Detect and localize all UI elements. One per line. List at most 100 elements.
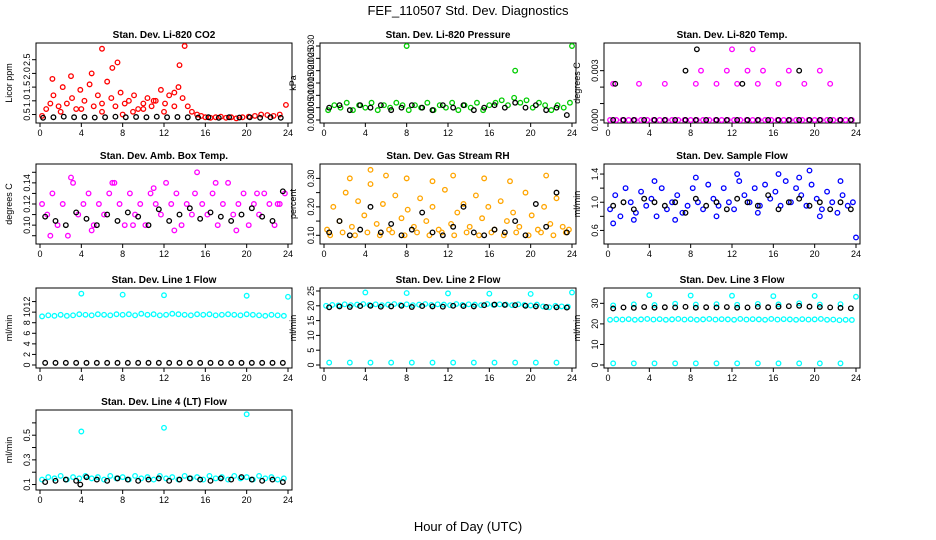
data-point-cyan bbox=[630, 360, 637, 367]
data-point-black bbox=[672, 199, 679, 206]
data-point-black bbox=[501, 301, 508, 308]
data-point-cyan bbox=[672, 300, 679, 307]
data-point-black bbox=[145, 359, 152, 366]
data-point-magenta bbox=[760, 67, 766, 74]
data-point-black bbox=[806, 117, 813, 123]
data-point-cyan bbox=[88, 312, 95, 319]
data-point-black bbox=[610, 117, 617, 123]
data-point-black bbox=[460, 303, 467, 310]
data-point-blue bbox=[679, 209, 686, 216]
data-point-blue bbox=[741, 192, 748, 199]
data-point-black bbox=[419, 303, 426, 310]
data-point-magenta bbox=[799, 117, 806, 123]
data-point-cyan bbox=[724, 316, 731, 323]
data-point-black bbox=[692, 195, 699, 202]
data-point-black bbox=[439, 102, 446, 109]
data-point-black bbox=[248, 476, 255, 483]
data-point-cyan bbox=[692, 360, 699, 367]
data-point-blue bbox=[653, 213, 660, 220]
data-point-cyan bbox=[848, 317, 855, 323]
data-point-cyan bbox=[144, 311, 151, 318]
data-point-black bbox=[754, 303, 761, 310]
data-point-black bbox=[228, 476, 235, 483]
x-tick-label: 12 bbox=[727, 373, 737, 383]
data-point-cyan bbox=[842, 316, 849, 323]
data-point-black bbox=[217, 359, 224, 366]
data-point-red bbox=[99, 100, 105, 107]
data-point-cyan bbox=[82, 311, 89, 318]
x-tick-label: 0 bbox=[605, 128, 610, 138]
data-point-magenta bbox=[130, 222, 136, 229]
data-point-cyan bbox=[78, 428, 85, 435]
data-point-black bbox=[744, 117, 751, 123]
x-tick-label: 16 bbox=[200, 495, 210, 505]
data-point-black bbox=[62, 359, 69, 366]
data-point-cyan bbox=[687, 292, 694, 299]
y-tick-label: 0.030 bbox=[306, 35, 316, 58]
data-point-orange bbox=[429, 178, 436, 185]
data-point-black bbox=[553, 304, 560, 311]
data-point-cyan bbox=[280, 475, 287, 482]
data-point-cyan bbox=[243, 411, 250, 418]
data-point-black bbox=[259, 359, 266, 366]
data-point-black bbox=[429, 229, 436, 236]
data-point-black bbox=[388, 303, 395, 310]
data-point-blue bbox=[607, 206, 614, 213]
data-point-cyan bbox=[613, 316, 620, 323]
data-point-red bbox=[184, 103, 191, 110]
data-point-black bbox=[135, 477, 142, 484]
y-tick-label: 0.020 bbox=[306, 59, 316, 82]
data-point-magenta bbox=[214, 222, 221, 229]
data-point-black bbox=[197, 476, 204, 483]
data-point-orange bbox=[559, 223, 566, 230]
data-point-cyan bbox=[150, 476, 157, 483]
data-point-magenta bbox=[638, 117, 645, 123]
data-point-cyan bbox=[811, 316, 818, 323]
data-point-cyan bbox=[212, 312, 219, 319]
data-point-orange bbox=[528, 212, 535, 219]
data-point-black bbox=[217, 213, 224, 220]
data-point-red bbox=[175, 84, 182, 91]
data-point-black bbox=[470, 229, 477, 236]
data-point-magenta bbox=[261, 190, 268, 197]
data-point-orange bbox=[507, 178, 513, 185]
data-point-red bbox=[130, 108, 136, 115]
data-point-magenta bbox=[233, 227, 240, 234]
data-point-black bbox=[186, 475, 193, 482]
data-point-orange bbox=[403, 175, 410, 182]
data-point-cyan bbox=[206, 472, 213, 479]
data-point-cyan bbox=[836, 317, 843, 324]
data-point-cyan bbox=[737, 316, 744, 322]
data-point-black bbox=[42, 359, 49, 366]
data-point-cyan bbox=[362, 289, 369, 296]
data-point-black bbox=[215, 114, 222, 121]
data-point-red bbox=[49, 75, 56, 82]
data-point-black bbox=[630, 304, 637, 311]
data-point-black bbox=[744, 304, 751, 311]
data-point-black bbox=[279, 188, 286, 195]
data-point-magenta bbox=[816, 67, 823, 74]
data-point-black bbox=[93, 359, 100, 366]
x-tick-label: 12 bbox=[727, 249, 737, 259]
y-tick-label: 0.3 bbox=[22, 454, 32, 467]
data-point-red bbox=[152, 97, 159, 104]
y-tick-label: 0.025 bbox=[306, 47, 316, 70]
data-point-black bbox=[641, 195, 648, 202]
data-point-orange bbox=[404, 206, 411, 213]
data-point-green bbox=[362, 104, 369, 111]
data-point-cyan bbox=[388, 359, 395, 366]
data-point-cyan bbox=[76, 311, 83, 318]
data-point-cyan bbox=[540, 303, 547, 310]
data-point-black bbox=[176, 476, 183, 483]
data-point-cyan bbox=[150, 311, 157, 318]
y-tick-label: 0.20 bbox=[306, 198, 316, 216]
data-point-black bbox=[195, 114, 202, 121]
x-tick-label: 24 bbox=[283, 495, 293, 505]
data-point-magenta bbox=[729, 46, 735, 53]
data-point-magenta bbox=[188, 211, 195, 218]
data-point-red bbox=[228, 114, 235, 121]
data-point-blue bbox=[612, 192, 619, 199]
data-point-black bbox=[775, 206, 782, 213]
data-point-blue bbox=[796, 174, 803, 181]
